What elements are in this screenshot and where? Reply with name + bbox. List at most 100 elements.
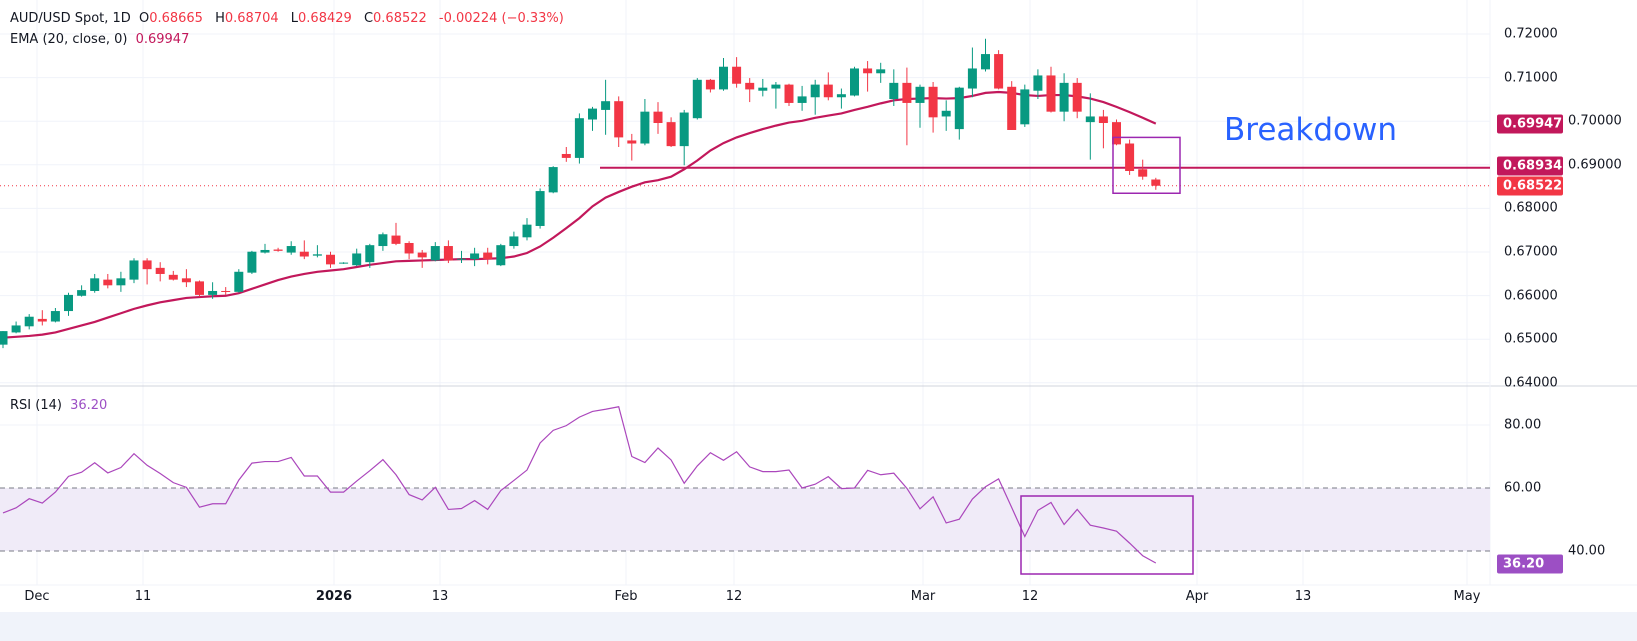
candle-down: [221, 290, 231, 292]
candle-down: [155, 267, 165, 274]
time-axis-label: 13: [1294, 589, 1312, 604]
candle-down: [1138, 169, 1148, 177]
rsi-band: [0, 488, 1490, 551]
candle-up: [0, 331, 8, 345]
candle-down: [928, 86, 938, 118]
candle-down: [417, 252, 427, 258]
rsi-annotation-box: [1020, 495, 1194, 575]
candle-down: [1125, 143, 1135, 171]
candle-up: [1059, 82, 1069, 112]
bottom-bar: [0, 612, 1637, 641]
time-axis-label: 2026: [315, 589, 353, 604]
candle-down: [784, 84, 794, 103]
candle-up: [719, 66, 728, 90]
candle-down: [823, 84, 833, 98]
candle-up: [1085, 116, 1095, 123]
candle-down: [614, 101, 624, 138]
support-price-tag: 0.68934: [1497, 156, 1563, 176]
low-value: L0.68429: [290, 11, 352, 26]
ema-price-tag: 0.69947: [1497, 114, 1563, 134]
candle-up: [797, 96, 807, 103]
candle-up: [116, 278, 126, 286]
candle-up: [889, 82, 899, 100]
candle-up: [601, 101, 611, 110]
time-axis-label: May: [1453, 589, 1481, 604]
candle-up: [810, 84, 820, 98]
candle-down: [1112, 122, 1121, 145]
candle-up: [679, 112, 689, 147]
candle-down: [326, 254, 335, 265]
breakdown-box: [1112, 136, 1181, 194]
candle-up: [692, 79, 702, 119]
candle-down: [483, 252, 493, 260]
candle-down: [299, 251, 309, 257]
time-axis-label: 11: [134, 589, 152, 604]
time-axis-label: 12: [1021, 589, 1039, 604]
rsi-value: 36.20: [70, 398, 108, 413]
price-axis-label: 0.69000: [1568, 157, 1622, 173]
candle-down: [142, 260, 152, 270]
candle-up: [941, 110, 951, 117]
candle-down: [994, 54, 1004, 89]
time-axis-label: Feb: [614, 589, 638, 604]
candle-down: [1072, 82, 1082, 112]
candle-down: [37, 318, 47, 322]
candle-up: [954, 87, 964, 130]
candle-down: [404, 242, 414, 254]
rsi-axis-label: 60.00: [1504, 480, 1542, 496]
candle-down: [653, 111, 663, 124]
candle-down: [195, 281, 204, 295]
candle-down: [103, 279, 113, 286]
candle-up: [771, 84, 781, 89]
candle-up: [496, 245, 506, 266]
symbol-legend: AUD/USD Spot, 1D O0.68665 H0.68704 L0.68…: [10, 11, 568, 26]
price-axis-label: 0.72000: [1504, 26, 1558, 42]
candle-up: [850, 68, 859, 96]
time-axis-label: 13: [431, 589, 449, 604]
candle-up: [876, 69, 886, 74]
price-axis-label: 0.70000: [1568, 113, 1622, 129]
candle-down: [181, 278, 191, 283]
candle-up: [967, 68, 977, 89]
candle-up: [548, 167, 558, 193]
candle-up: [758, 87, 768, 91]
last-price-tag: 0.68522: [1497, 176, 1563, 196]
candle-down: [391, 235, 401, 244]
candle-down: [1046, 75, 1056, 112]
candle-down: [627, 140, 637, 144]
breakdown-annotation[interactable]: Breakdown: [1224, 112, 1397, 148]
time-axis-label: Mar: [910, 589, 936, 604]
candle-up: [1033, 75, 1043, 91]
ema-legend[interactable]: EMA (20, close, 0) 0.69947: [10, 32, 193, 47]
time-axis-label: 12: [725, 589, 743, 604]
symbol-title: AUD/USD Spot, 1D: [10, 11, 131, 26]
candle-up: [77, 290, 87, 296]
candle-up: [365, 245, 375, 263]
candle-up: [234, 271, 244, 292]
candle-down: [1007, 86, 1017, 130]
candle-up: [247, 251, 257, 273]
candle-down: [666, 122, 676, 147]
candle-up: [588, 108, 597, 120]
close-value: C0.68522: [363, 11, 427, 26]
candle-up: [50, 311, 60, 322]
candle-up: [286, 246, 296, 253]
ema-value: 0.69947: [135, 32, 190, 47]
candle-up: [640, 111, 650, 144]
candle-down: [732, 66, 742, 84]
rsi-legend[interactable]: RSI (14) 36.20: [10, 398, 111, 413]
candle-up: [260, 249, 270, 253]
candle-down: [273, 249, 283, 251]
candle-down: [168, 274, 178, 280]
candle-down: [863, 68, 873, 74]
candle-up: [981, 54, 990, 70]
rsi-axis-label: 80.00: [1504, 417, 1542, 433]
candle-down: [1151, 179, 1161, 186]
candle-up: [509, 236, 519, 247]
candle-up: [352, 253, 362, 266]
candle-up: [1020, 89, 1030, 125]
candle-up: [522, 224, 532, 238]
rsi-value-tag: 36.20: [1497, 554, 1563, 574]
candle-up: [24, 316, 34, 327]
